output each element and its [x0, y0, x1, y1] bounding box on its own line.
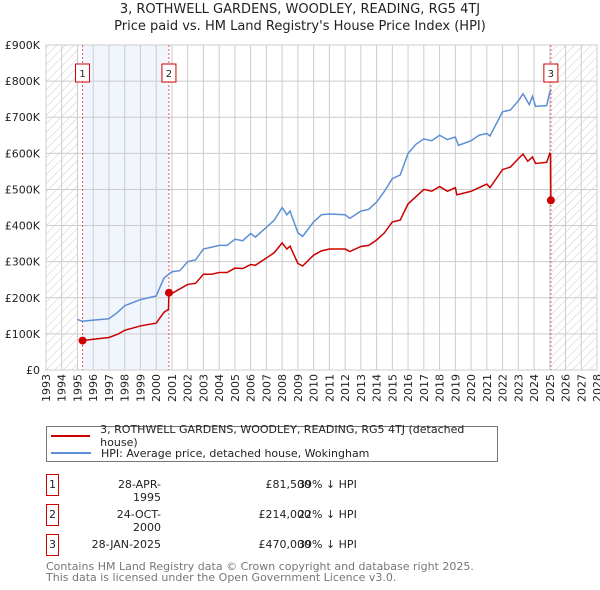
x-tick-label: 2016 [402, 374, 415, 402]
x-tick-label: 2000 [150, 374, 163, 402]
x-tick-label: 2004 [213, 374, 226, 402]
price-paid-line [82, 152, 552, 342]
x-tick-label: 1994 [56, 374, 69, 402]
sale-price: £470,000 [258, 538, 312, 551]
x-tick-label: 2028 [591, 374, 600, 402]
x-tick-label: 2018 [434, 374, 447, 402]
x-tick-label: 2001 [166, 374, 179, 402]
sale-hpi-diff: 22% ↓ HPI [298, 508, 357, 521]
x-tick-label: 1993 [40, 374, 53, 402]
sale-price: £81,500 [265, 478, 312, 491]
sale-label: 3 [548, 69, 554, 80]
x-tick-label: 1998 [119, 374, 132, 402]
sale-point [546, 196, 555, 205]
x-tick-label: 2024 [528, 374, 541, 402]
x-tick-label: 1995 [71, 374, 84, 402]
x-tick-label: 2026 [560, 374, 573, 402]
x-tick-label: 1996 [87, 374, 100, 402]
legend: 3, ROTHWELL GARDENS, WOODLEY, READING, R… [46, 423, 498, 462]
y-tick-label: £900K [5, 39, 41, 52]
sale-row: 2 24-OCT-2000 £214,000 22% ↓ HPI [46, 504, 446, 534]
sale-label: 1 [79, 69, 85, 80]
sale-number: 2 [46, 504, 59, 526]
chart-subtitle: Price paid vs. HM Land Registry's House … [114, 19, 486, 34]
x-tick-label: 1997 [103, 374, 116, 402]
y-tick-label: £100K [5, 328, 41, 341]
y-tick-label: £700K [5, 111, 41, 124]
legend-item-property: 3, ROTHWELL GARDENS, WOODLEY, READING, R… [51, 423, 497, 449]
sale-point [78, 336, 87, 345]
sale-label-box [161, 63, 177, 83]
x-tick-label: 2017 [418, 374, 431, 402]
x-tick-label: 2019 [449, 374, 462, 402]
x-tick-label: 2027 [575, 374, 588, 402]
x-tick-label: 2008 [276, 374, 289, 402]
x-tick-label: 2023 [512, 374, 525, 402]
legend-label: HPI: Average price, detached house, Woki… [101, 446, 370, 460]
footer-copyright: Contains HM Land Registry data © Crown c… [46, 560, 474, 573]
y-tick-label: £500K [5, 183, 41, 196]
x-tick-label: 2009 [292, 374, 305, 402]
legend-label: 3, ROTHWELL GARDENS, WOODLEY, READING, R… [100, 423, 465, 449]
x-tick-label: 2021 [481, 374, 494, 402]
x-tick-label: 2006 [245, 374, 258, 402]
sale-row: 1 28-APR-1995 £81,500 39% ↓ HPI [46, 474, 446, 504]
sale-date: 28-JAN-2025 [91, 538, 161, 551]
x-tick-label: 1999 [134, 374, 147, 402]
x-tick-label: 2025 [544, 374, 557, 402]
x-tick-label: 2020 [465, 374, 478, 402]
x-tick-label: 2005 [229, 374, 242, 402]
sale-hpi-diff: 39% ↓ HPI [298, 538, 357, 551]
sale-hpi-diff: 39% ↓ HPI [298, 478, 357, 491]
x-tick-label: 2007 [260, 374, 273, 402]
x-tick-label: 2003 [197, 374, 210, 402]
y-tick-label: £300K [5, 256, 41, 269]
red-line-swatch [51, 435, 91, 437]
x-tick-label: 2011 [323, 374, 336, 402]
x-tick-label: 2013 [355, 374, 368, 402]
price-chart: 1993 1994 1995 1996 1997 1998 1999 2000 2001 2002… [5, 39, 600, 402]
sale-point [164, 288, 173, 297]
x-tick-label: 2012 [339, 374, 352, 402]
sale-label: 2 [166, 69, 172, 80]
x-tick-label: 2015 [386, 374, 399, 402]
y-tick-label: £800K [5, 75, 41, 88]
y-tick-label: £400K [5, 220, 41, 233]
y-tick-label: £200K [5, 292, 41, 305]
x-tick-label: 2010 [308, 374, 321, 402]
y-tick-label: £600K [5, 147, 41, 160]
blue-line-swatch [51, 452, 91, 454]
sale-date: 28-APR-1995 [117, 478, 161, 504]
x-tick-label: 2014 [371, 374, 384, 402]
sale-number: 3 [46, 534, 59, 556]
chart-title: 3, ROTHWELL GARDENS, WOODLEY, READING, R… [119, 2, 481, 17]
sale-label-box [543, 63, 559, 83]
sale-label-box [75, 63, 91, 83]
sale-date: 24-OCT-2000 [116, 508, 161, 534]
legend-item-hpi: HPI: Average price, detached house, Woki… [51, 445, 369, 461]
sale-row: 3 28-JAN-2025 £470,000 39% ↓ HPI [46, 534, 446, 556]
footer-licence: This data is licensed under the Open Gov… [46, 571, 397, 584]
sale-price: £214,000 [258, 508, 312, 521]
sale-number: 1 [46, 474, 59, 496]
hatched-region-after [551, 45, 597, 370]
x-tick-label: 2002 [182, 374, 195, 402]
ownership-band [82, 45, 169, 370]
hpi-line [77, 89, 552, 323]
x-tick-label: 2022 [497, 374, 510, 402]
y-tick-label: £0 [26, 364, 40, 377]
